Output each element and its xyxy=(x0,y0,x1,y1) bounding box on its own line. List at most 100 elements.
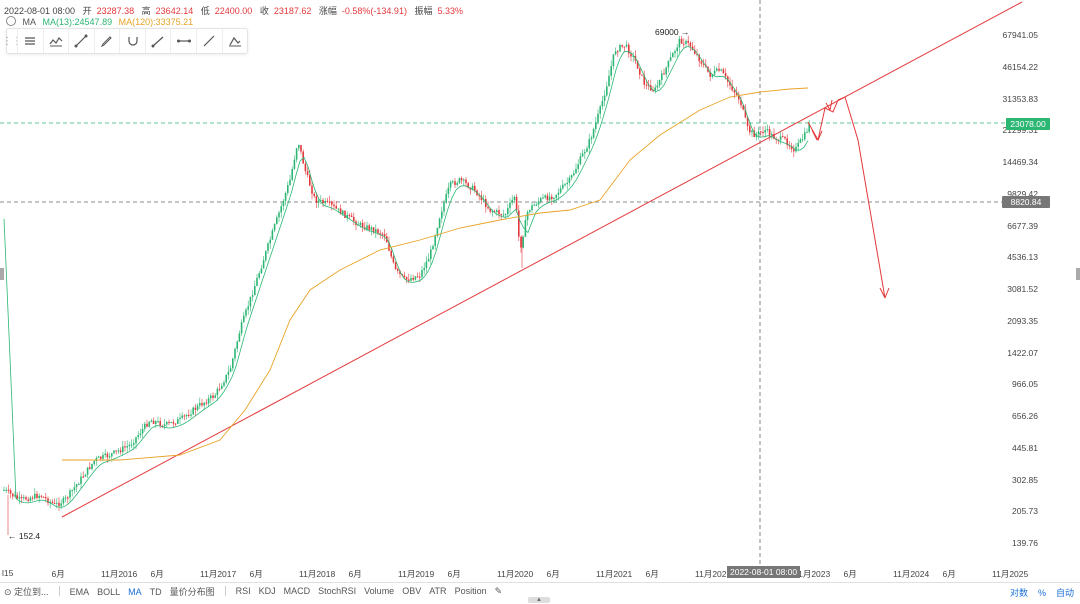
candle-body xyxy=(643,75,645,85)
overlay-indicator-1[interactable]: BOLL xyxy=(97,586,121,597)
candle-body xyxy=(324,200,326,204)
sub-indicator-1[interactable]: KDJ xyxy=(258,586,276,596)
overlay-indicator-2[interactable]: MA xyxy=(128,586,142,597)
sub-indicator-7[interactable]: Position xyxy=(454,586,487,596)
sub-indicator-3[interactable]: StochRSI xyxy=(318,586,357,596)
candle-body xyxy=(210,395,212,399)
candle-body xyxy=(557,192,560,195)
sub-indicator-2[interactable]: MACD xyxy=(283,586,311,596)
visibility-toggle-icon[interactable] xyxy=(6,16,16,26)
candle-body xyxy=(568,177,571,183)
sub-indicator-0[interactable]: RSI xyxy=(235,586,251,596)
brush-icon[interactable] xyxy=(221,29,248,53)
price-tick-label: 1422.07 xyxy=(1007,347,1038,358)
locate-button[interactable]: ⊙ 定位到... xyxy=(4,586,49,597)
candle-body xyxy=(542,197,544,199)
price-tick-label: 46154.22 xyxy=(1002,61,1038,72)
open-label: 开 xyxy=(82,6,92,16)
edit-indicators-icon[interactable]: ✎ xyxy=(494,585,503,596)
pen-icon[interactable] xyxy=(93,29,120,53)
scroll-handle[interactable]: ▲ xyxy=(528,597,550,603)
candle-body xyxy=(544,195,546,198)
candle-body xyxy=(280,206,282,213)
price-tick-label: 67941.05 xyxy=(1002,30,1038,40)
candle-body xyxy=(194,407,197,410)
candle-body xyxy=(438,218,441,228)
sub-indicator-4[interactable]: Volume xyxy=(364,586,395,596)
candle-body xyxy=(509,202,511,209)
axis-mode-1[interactable]: % xyxy=(1037,588,1046,598)
candle-body xyxy=(498,210,500,215)
candle-body xyxy=(663,73,665,75)
candle-body xyxy=(645,84,648,86)
candle-body xyxy=(331,201,333,205)
candles-pattern-icon[interactable] xyxy=(42,29,69,53)
candle-body xyxy=(504,214,507,216)
arc-icon[interactable] xyxy=(119,29,145,53)
ma-label[interactable]: MA xyxy=(22,17,37,27)
right-drag-handle[interactable] xyxy=(1076,268,1080,280)
overlay-indicator-0[interactable]: EMA xyxy=(69,586,90,597)
candle-body xyxy=(667,60,670,68)
time-tick-label: 6月 xyxy=(546,569,560,579)
overlay-indicator-3[interactable]: TD xyxy=(149,586,162,597)
time-tick-label: 11月2019 xyxy=(398,569,435,579)
candle-body xyxy=(300,144,302,152)
candle-body xyxy=(537,201,540,205)
candle-body xyxy=(9,490,12,494)
projection-arrow xyxy=(811,129,823,141)
candle-body xyxy=(656,85,659,88)
candle-body xyxy=(91,463,93,469)
candle-body xyxy=(599,106,601,114)
candle-body xyxy=(808,123,810,132)
candle-body xyxy=(579,156,582,165)
horizontal-lines-icon[interactable] xyxy=(17,29,43,53)
line-segment-icon[interactable] xyxy=(195,29,222,53)
candle-body xyxy=(606,86,608,96)
candle-body xyxy=(238,333,241,342)
candle-body xyxy=(69,490,71,498)
trend-line-icon[interactable] xyxy=(68,29,94,53)
candle-body xyxy=(733,90,736,93)
projection-drop-line xyxy=(844,96,886,299)
candle-body xyxy=(23,497,25,499)
ma13-legend: MA(13):24547.89 xyxy=(42,17,113,27)
candle-body xyxy=(359,222,362,225)
sub-indicator-6[interactable]: ATR xyxy=(429,586,447,596)
time-tick-label: 11月2025 xyxy=(992,569,1029,579)
candle-body xyxy=(104,453,106,455)
grip-icon[interactable]: ⋮⋮ xyxy=(2,35,22,47)
candle-body xyxy=(276,217,278,225)
candle-body xyxy=(267,243,269,252)
candle-body xyxy=(570,175,573,178)
candle-body xyxy=(786,138,788,146)
ohlc-row: 2022-08-01 08:00 开 23287.38 高 23642.14 低 22… xyxy=(4,4,468,17)
candle-body xyxy=(317,200,320,203)
candle-body xyxy=(500,214,502,216)
sub-indicator-5[interactable]: OBV xyxy=(402,586,422,596)
time-axis[interactable]: l15 6月 11月2016 6月 11月2017 6月 11月2018 6月 11月2019 6… xyxy=(0,566,1040,580)
candle-body xyxy=(251,295,254,297)
candle-body xyxy=(7,489,10,491)
candle-body xyxy=(353,216,355,222)
axis-mode-2[interactable]: 自动 xyxy=(1055,588,1074,598)
overlay-indicator-4[interactable]: 量价分布图 xyxy=(169,586,215,597)
candle-body xyxy=(621,44,623,47)
axis-mode-0[interactable]: 对数 xyxy=(1009,588,1028,598)
candle-body xyxy=(392,256,395,263)
candle-body xyxy=(625,44,628,47)
candle-body xyxy=(617,51,619,53)
left-drag-handle[interactable] xyxy=(0,268,4,280)
candle-body xyxy=(106,453,109,458)
divider xyxy=(58,586,60,596)
price-tick-label: 656.26 xyxy=(1012,411,1038,421)
ray-icon[interactable] xyxy=(144,29,171,53)
candle-body xyxy=(141,428,144,434)
measure-icon[interactable] xyxy=(170,29,196,53)
candle-body xyxy=(256,277,258,287)
candle-body xyxy=(188,415,190,417)
candle-body xyxy=(309,174,311,186)
candle-body xyxy=(694,49,696,54)
candle-body xyxy=(344,210,346,218)
